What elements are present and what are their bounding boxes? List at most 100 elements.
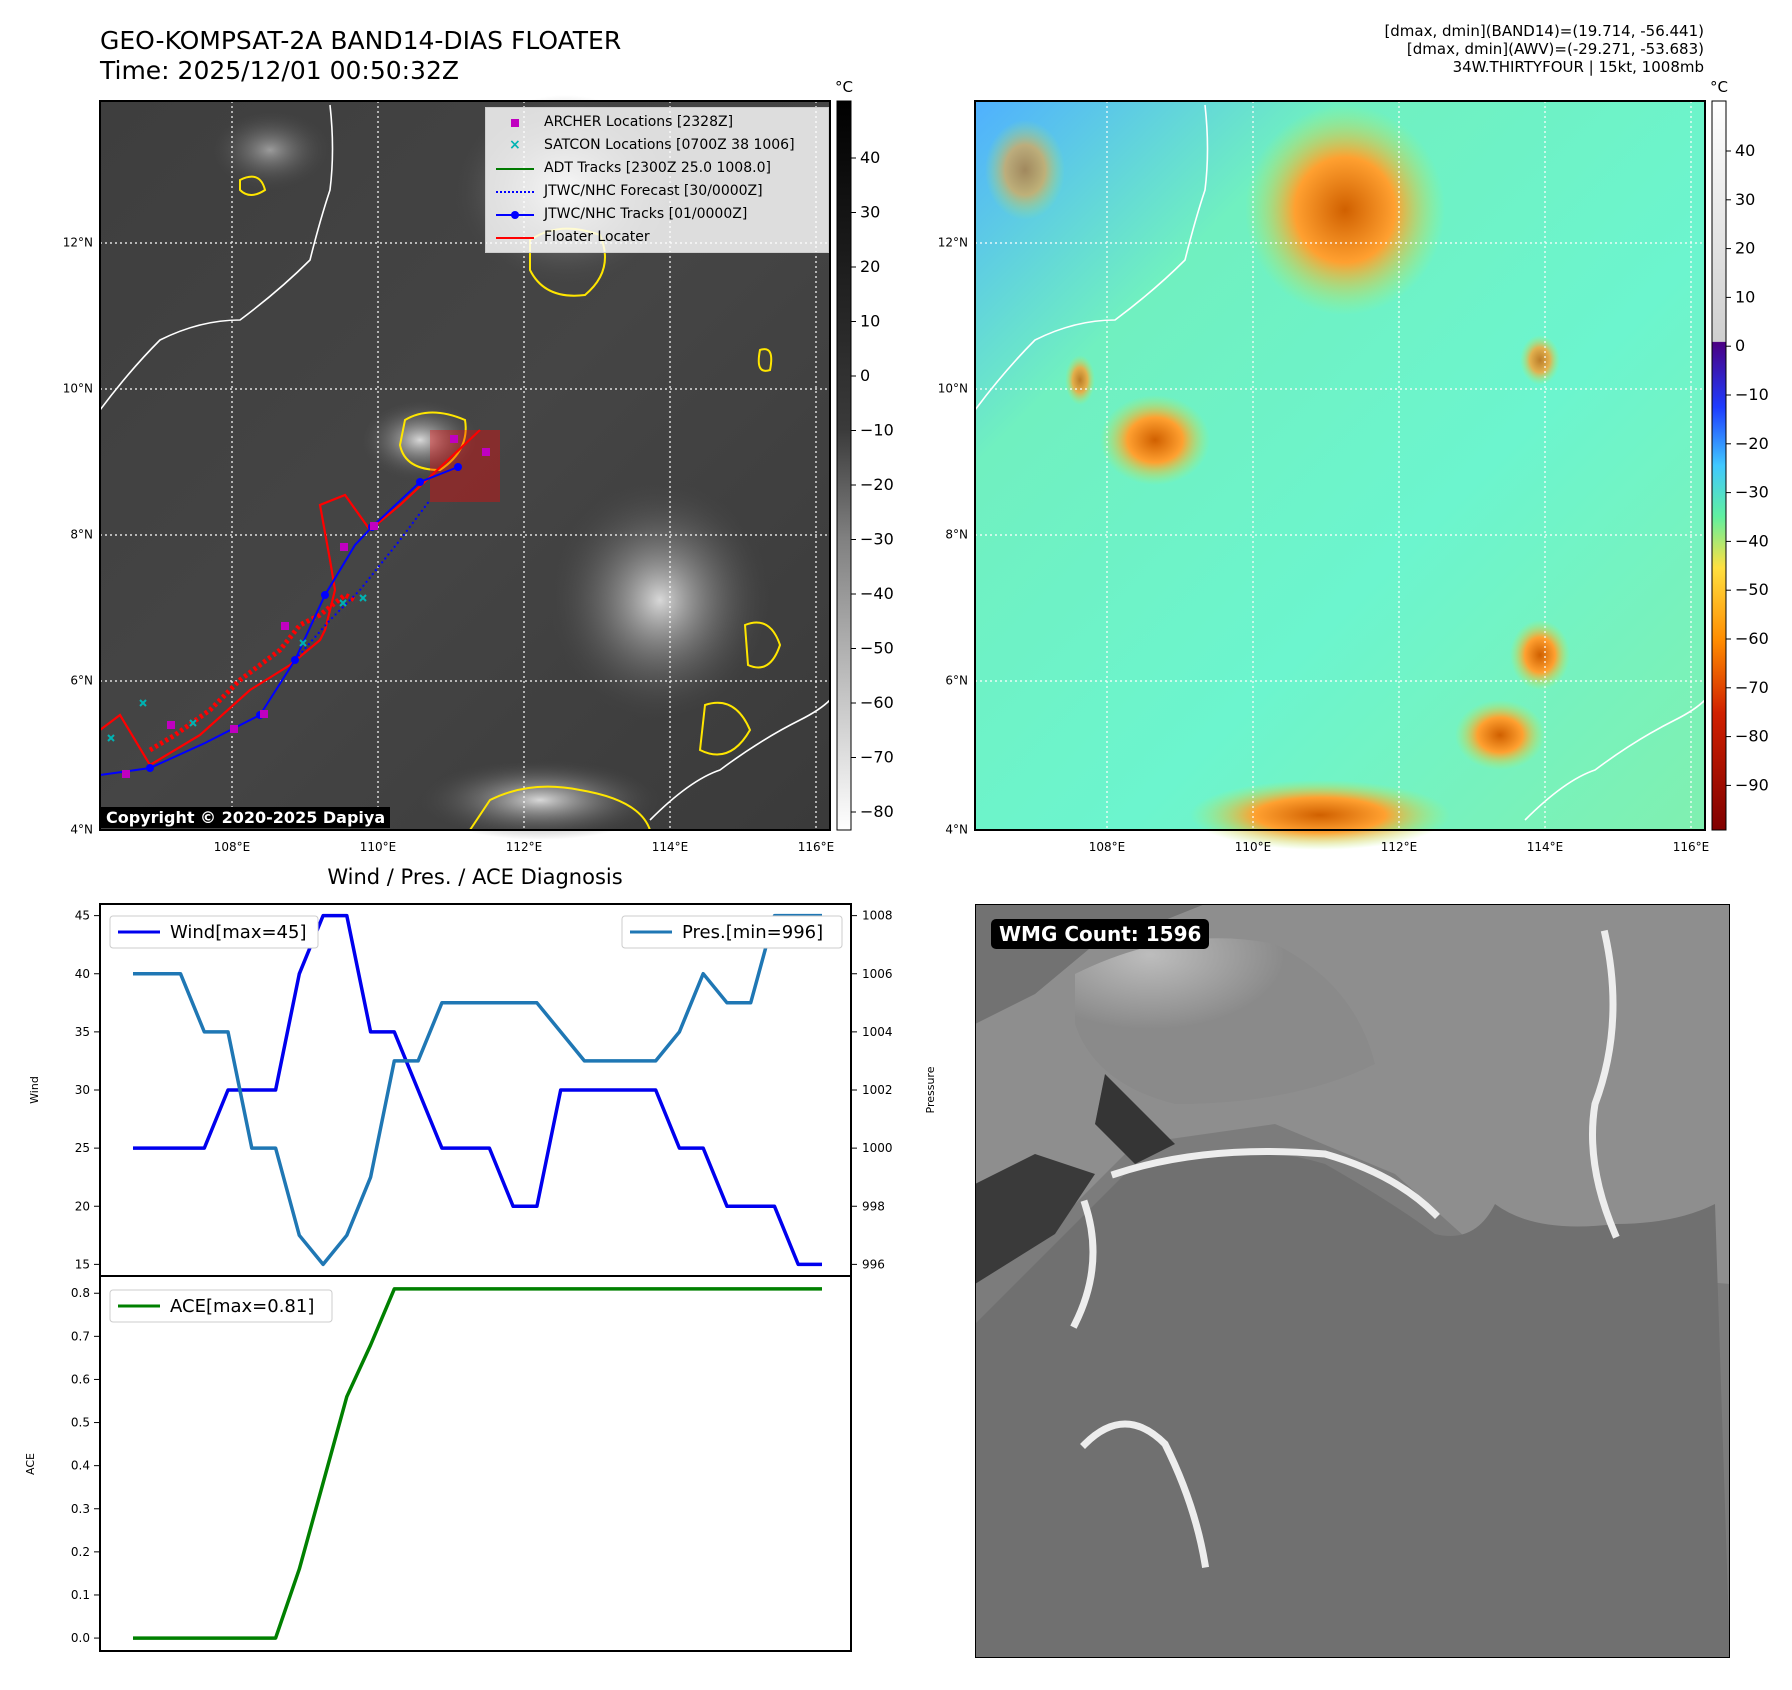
diagnosis-panel: Wind / Pres. / ACE Diagnosis Wind Pressu… bbox=[24, 865, 937, 1652]
floater-locater-track bbox=[99, 429, 500, 767]
ace-tick-label: 0.3 bbox=[71, 1502, 90, 1516]
figure-title-line1: GEO-KOMPSAT-2A BAND14-DIAS FLOATER bbox=[100, 26, 622, 55]
wind-axis-label: Wind bbox=[28, 1076, 41, 1104]
ir-colorbar-tick-label: −70 bbox=[860, 748, 894, 767]
ace-tick-label: 0.7 bbox=[71, 1329, 90, 1343]
awv-colorbar-tick-label: −70 bbox=[1735, 678, 1769, 697]
ace-tick-label: 0.6 bbox=[71, 1372, 90, 1386]
awv-colorbar-tick-label: −30 bbox=[1735, 483, 1769, 502]
awv-colorbar-ticks: 40 30 20 10 0 −10 −20 −30 −40 −50 −60 −70 −80 −90 bbox=[1726, 141, 1769, 794]
archer-markers bbox=[122, 435, 490, 778]
ir-colorbar-tick-label: −40 bbox=[860, 584, 894, 603]
pressure-tick-label: 996 bbox=[862, 1257, 885, 1271]
ace-tick-label: 0.0 bbox=[71, 1631, 90, 1645]
legend-archer: ARCHER Locations [2328Z] bbox=[494, 111, 822, 134]
solid-line-icon bbox=[494, 162, 538, 176]
wmg-panel bbox=[975, 904, 1730, 1658]
wind-tick-label: 25 bbox=[75, 1141, 90, 1155]
pressure-legend-label: Pres.[min=996] bbox=[682, 922, 823, 943]
band14-stats: [dmax, dmin](BAND14)=(19.714, -56.441) bbox=[1384, 22, 1704, 40]
ir-lat-label: 12°N bbox=[63, 236, 93, 250]
wind-legend-label: Wind[max=45] bbox=[170, 922, 307, 943]
awv-colorbar-tick-label: 20 bbox=[1735, 239, 1755, 258]
pressure-tick-label: 1006 bbox=[862, 967, 893, 981]
wmg-warm-region bbox=[1075, 938, 1375, 1104]
wind-series bbox=[132, 913, 823, 1267]
awv-lat-label: 8°N bbox=[945, 528, 968, 542]
diagnosis-title: Wind / Pres. / ACE Diagnosis bbox=[327, 865, 622, 889]
awv-lat-label: 4°N bbox=[945, 823, 968, 837]
awv-colorbar-tick-label: 10 bbox=[1735, 287, 1755, 306]
awv-coastline-borneo bbox=[1524, 699, 1706, 821]
pressure-legend: Pres.[min=996] bbox=[621, 915, 843, 949]
ir-cold-contours bbox=[239, 175, 782, 831]
ir-colorbar-tick-label: 40 bbox=[860, 148, 880, 167]
ace-series bbox=[132, 1287, 823, 1640]
ace-legend: ACE[max=0.81] bbox=[109, 1289, 333, 1323]
ir-coastline-west bbox=[99, 104, 334, 411]
pressure-tick-label: 998 bbox=[862, 1199, 885, 1213]
pressure-line bbox=[133, 913, 822, 1267]
awv-lat-label: 12°N bbox=[938, 236, 968, 250]
awv-colorbar-tick-label: −80 bbox=[1735, 727, 1769, 746]
ir-lon-label: 108°E bbox=[214, 840, 251, 854]
copyright-label: Copyright © 2020-2025 Dapiya bbox=[101, 807, 391, 828]
ir-colorbar-tick-label: 20 bbox=[860, 257, 880, 276]
storm-info: 34W.THIRTYFOUR | 15kt, 1008mb bbox=[1452, 58, 1704, 76]
wind-tick-label: 40 bbox=[75, 967, 90, 981]
ir-colorbar-tick-label: −30 bbox=[860, 530, 894, 549]
ace-tick-label: 0.2 bbox=[71, 1545, 90, 1559]
wind-tick-label: 45 bbox=[75, 909, 90, 923]
legend-jtwc-tracks: JTWC/NHC Tracks [01/0000Z] bbox=[494, 203, 822, 226]
wind-line bbox=[133, 913, 822, 1267]
awv-colorbar-tick-label: −20 bbox=[1735, 434, 1769, 453]
pressure-axis-label: Pressure bbox=[924, 1066, 937, 1113]
ace-tick-label: 0.5 bbox=[71, 1416, 90, 1430]
ace-tick-label: 0.4 bbox=[71, 1459, 90, 1473]
ir-colorbar-ticks: 40 30 20 10 0 −10 −20 −30 −40 −50 −60 −70 −80 bbox=[851, 148, 894, 821]
awv-axis-ticks: 108°E 110°E 112°E 114°E 116°E 4°N 6°N 8°… bbox=[938, 236, 1710, 855]
ir-lat-label: 10°N bbox=[63, 382, 93, 396]
wind-tick-label: 20 bbox=[75, 1199, 90, 1213]
ace-tick-label: 0.8 bbox=[71, 1286, 90, 1300]
ir-lon-label: 114°E bbox=[652, 840, 689, 854]
dotted-line-icon bbox=[494, 185, 538, 199]
awv-colorbar-tick-label: 30 bbox=[1735, 190, 1755, 209]
square-marker-icon bbox=[494, 116, 538, 130]
figure-title-line2: Time: 2025/12/01 00:50:32Z bbox=[100, 56, 459, 85]
solid-line-icon bbox=[494, 231, 538, 245]
awv-coastline-west bbox=[974, 104, 1209, 411]
awv-gridlines bbox=[975, 101, 1705, 830]
ir-lat-label: 6°N bbox=[70, 674, 93, 688]
ir-axis-ticks: 108°E 110°E 112°E 114°E 116°E 4°N 6°N 8°… bbox=[63, 236, 835, 855]
pressure-tick-label: 1008 bbox=[862, 909, 893, 923]
awv-lat-label: 6°N bbox=[945, 674, 968, 688]
awv-colorbar-tick-label: −50 bbox=[1735, 580, 1769, 599]
ace-line bbox=[133, 1287, 822, 1640]
ir-coastline-borneo bbox=[649, 699, 831, 821]
wmg-dark-region bbox=[1095, 1074, 1175, 1164]
pressure-tick-label: 1002 bbox=[862, 1083, 893, 1097]
ir-colorbar-tick-label: 0 bbox=[860, 366, 870, 385]
ir-colorbar bbox=[836, 100, 852, 831]
awv-colorbar-tick-label: −60 bbox=[1735, 629, 1769, 648]
awv-colorbar-tick-label: 40 bbox=[1735, 141, 1755, 160]
legend-jtwc-forecast: JTWC/NHC Forecast [30/0000Z] bbox=[494, 180, 822, 203]
awv-lat-label: 10°N bbox=[938, 382, 968, 396]
awv-lon-label: 116°E bbox=[1673, 840, 1710, 854]
wind-y-ticks: 15 20 25 30 35 40 45 bbox=[75, 909, 100, 1271]
pressure-y-ticks: 996 998 1000 1002 1004 1006 1008 bbox=[851, 909, 893, 1271]
wmg-lower-region bbox=[975, 1151, 1730, 1658]
ace-legend-label: ACE[max=0.81] bbox=[170, 1296, 314, 1317]
ir-map-frame bbox=[99, 100, 831, 831]
wind-pressure-axes bbox=[99, 903, 852, 1277]
ace-y-ticks: 0.0 0.1 0.2 0.3 0.4 0.5 0.6 0.7 0.8 bbox=[71, 1286, 100, 1645]
awv-colorbar-tick-label: −10 bbox=[1735, 385, 1769, 404]
awv-lon-label: 110°E bbox=[1235, 840, 1272, 854]
awv-colorbar bbox=[1711, 100, 1727, 831]
wind-tick-label: 15 bbox=[75, 1257, 90, 1271]
ir-colorbar-tick-label: −60 bbox=[860, 693, 894, 712]
ir-lat-label: 4°N bbox=[70, 823, 93, 837]
legend-satcon: × SATCON Locations [0700Z 38 1006] bbox=[494, 134, 822, 157]
pressure-tick-label: 1000 bbox=[862, 1141, 893, 1155]
